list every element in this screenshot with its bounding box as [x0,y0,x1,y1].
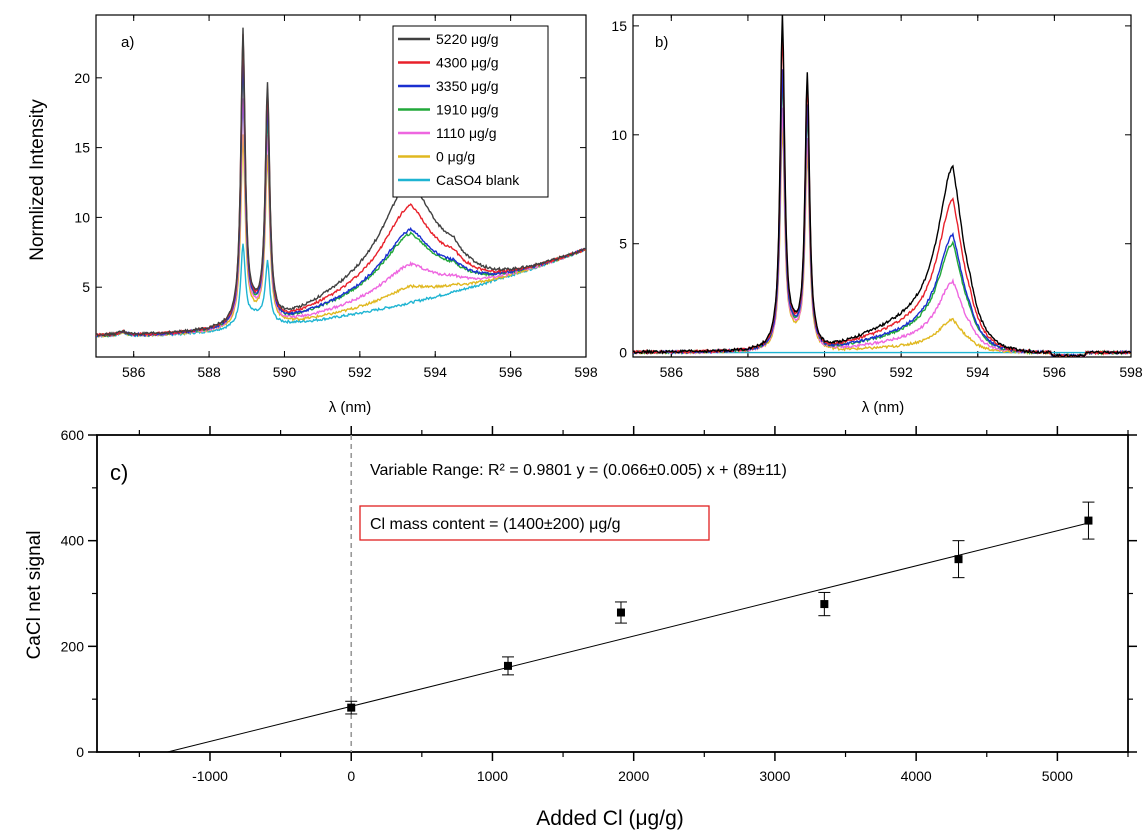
legend-label: 4300 μg/g [436,55,499,71]
panel-c-label: c) [110,460,128,485]
data-point [503,661,512,670]
legend-label: 3350 μg/g [436,78,499,94]
x-tick-label: 598 [574,364,598,380]
y-tick-label: 10 [611,127,627,143]
data-point [1084,516,1093,525]
plot-frame [96,434,1129,753]
legend-label: 0 μg/g [436,149,475,165]
x-tick-label: 596 [499,364,523,380]
x-tick-label: -1000 [192,768,228,784]
fit-annotation: Variable Range: R² = 0.9801 y = (0.066±0… [370,462,787,479]
legend-label: 5220 μg/g [436,31,499,47]
series-line [633,69,1131,357]
result-annotation: Cl mass content = (1400±200) μg/g [370,516,621,533]
panel-a-ylabel: Normlized Intensity [27,99,48,261]
panel-c-xlabel: Added Cl (μg/g) [536,807,684,830]
x-tick-label: 592 [348,364,372,380]
x-tick-label: 588 [197,364,221,380]
panel-b-xlabel: λ (nm) [862,399,905,416]
x-tick-label: 2000 [618,768,649,784]
legend-label: 1910 μg/g [436,102,499,118]
plot-frame [632,14,1132,358]
series-line [633,15,1131,357]
data-point [347,703,356,712]
panel-b-label: b) [655,34,668,51]
y-tick-label: 5 [82,279,90,295]
data-point [820,600,829,609]
x-tick-label: 4000 [901,768,932,784]
panel-c: c) CaCl net signal Added Cl (μg/g) Varia… [24,426,1137,830]
series-line [96,27,586,337]
y-tick-label: 400 [61,533,85,549]
y-tick-label: 15 [611,18,627,34]
legend-label: 1110 μg/g [436,125,496,141]
x-tick-label: 586 [122,364,146,380]
fit-line [167,522,1089,753]
x-tick-label: 594 [424,364,448,380]
series-line [633,125,1131,357]
y-tick-label: 600 [61,427,85,443]
panel-b: b) λ (nm) 586 588 590 592 594 596 598 0 5 10 15 [611,14,1143,416]
legend: 5220 μg/g 4300 μg/g 3350 μg/g 1910 μg/g 1110… [392,25,549,198]
plot-frame [95,14,587,358]
x-tick-label: 596 [1043,364,1067,380]
panel-a-xlabel: λ (nm) [329,399,372,416]
x-tick-label: 598 [1119,364,1143,380]
x-tick-label: 586 [660,364,684,380]
series-line [96,243,586,339]
legend-label: CaSO4 blank [436,172,520,188]
x-tick-label: 3000 [759,768,790,784]
x-tick-label: 594 [966,364,990,380]
x-tick-label: 5000 [1042,768,1073,784]
series-group [96,27,586,339]
x-tick-label: 1000 [477,768,508,784]
y-tick-label: 5 [619,236,627,252]
y-tick-label: 0 [619,345,627,361]
legend-frame [392,25,549,198]
series-line [633,29,1131,357]
data-point [954,555,963,564]
y-tick-label: 0 [76,744,84,760]
x-tick-label: 0 [347,768,355,784]
y-tick-label: 15 [74,140,90,156]
data-point [616,608,625,617]
result-box [359,505,710,541]
y-tick-label: 200 [61,638,85,654]
y-tick-label: 20 [74,70,90,86]
series-line [633,107,1131,357]
panel-c-ylabel: CaCl net signal [24,531,45,660]
x-tick-label: 592 [889,364,913,380]
series-line [633,76,1131,357]
series-group [633,15,1131,357]
panel-a: a) Normlized Intensity λ (nm) 586 588 590 5… [27,14,598,416]
panel-a-label: a) [121,34,134,51]
x-tick-label: 590 [273,364,297,380]
x-tick-label: 588 [736,364,760,380]
y-tick-label: 10 [74,209,90,225]
x-tick-label: 590 [813,364,837,380]
